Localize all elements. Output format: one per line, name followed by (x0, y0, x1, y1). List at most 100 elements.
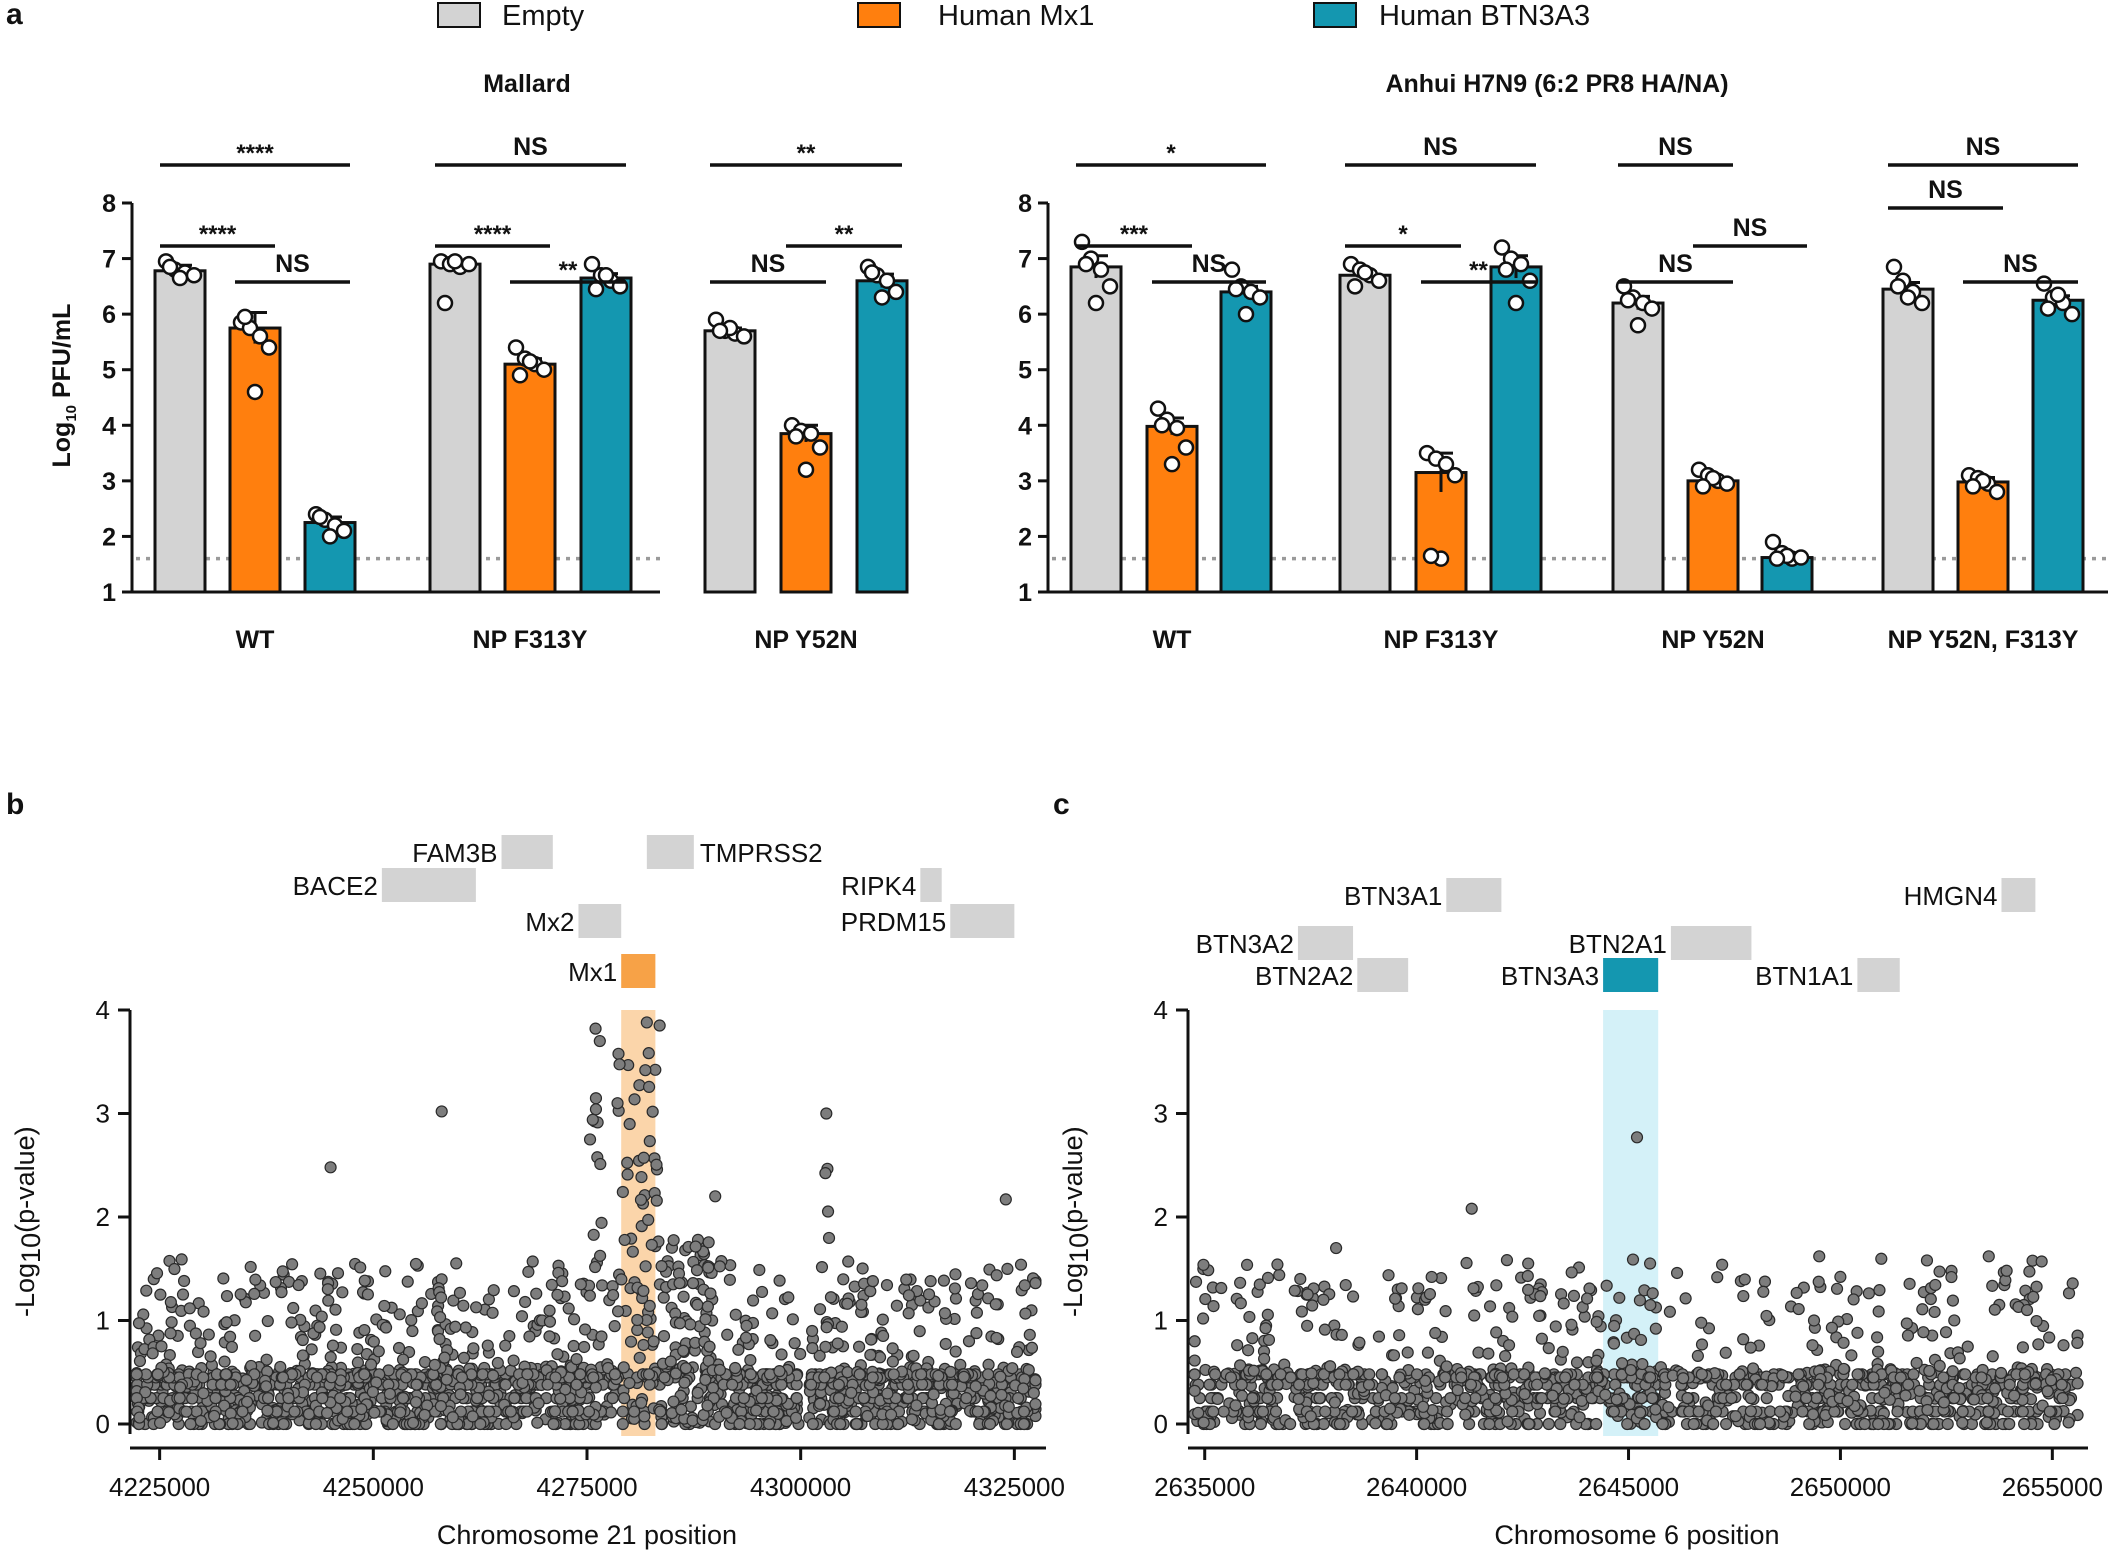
snp-point (220, 1316, 233, 1329)
bar (1219, 290, 1273, 594)
snp-point (944, 1365, 957, 1378)
snp-point (1953, 1382, 1966, 1395)
snp-point (589, 1381, 602, 1394)
snp-point (1729, 1410, 1742, 1423)
snp-point (1247, 1364, 1260, 1377)
snp-point (806, 1417, 819, 1431)
bar (1686, 479, 1740, 594)
y-tick-label: 0 (96, 1409, 110, 1439)
data-point (1163, 455, 1181, 473)
snp-point (1800, 1392, 1813, 1405)
snp-point (1246, 1332, 1259, 1345)
snp-point (1235, 1389, 1249, 1402)
snp-point (455, 1371, 468, 1384)
snp-point (593, 1034, 606, 1048)
bar (579, 276, 633, 594)
snp-point (1610, 1393, 1623, 1406)
bar (153, 269, 207, 594)
snp-point (1319, 1405, 1332, 1418)
snp-point (1235, 1378, 1248, 1391)
snp-point (623, 1376, 636, 1390)
snp-point (634, 1193, 648, 1206)
snp-point (244, 1260, 257, 1274)
bar (1611, 301, 1665, 594)
snp-point (321, 1406, 334, 1420)
data-point (1885, 258, 1903, 276)
snp-point (999, 1193, 1012, 1206)
snp-point (726, 1378, 739, 1391)
snp-point (2048, 1417, 2061, 1431)
snp-point (983, 1417, 997, 1431)
snp-point (1624, 1363, 1637, 1377)
snp-point (1014, 1258, 1028, 1271)
gene-label: BTN3A3 (1501, 961, 1599, 991)
snp-point (1891, 1405, 1904, 1418)
snp-point (618, 1392, 631, 1405)
snp-point (822, 1231, 836, 1245)
snp-point (949, 1345, 962, 1358)
snp-point (637, 1338, 650, 1352)
snp-point (275, 1286, 288, 1299)
snp-point (643, 1299, 656, 1313)
snp-point (186, 1392, 199, 1405)
snp-point (1224, 1371, 1238, 1384)
gene-box (2001, 878, 2036, 912)
snp-point (887, 1368, 900, 1381)
snp-point (1837, 1362, 1850, 1376)
snp-point (329, 1303, 342, 1316)
snp-point (701, 1399, 714, 1412)
snp-point (642, 1047, 655, 1060)
snp-point (1807, 1314, 1821, 1327)
snp-point (969, 1380, 982, 1393)
snp-point (773, 1274, 786, 1287)
snp-point (183, 1302, 196, 1315)
snp-point (1313, 1392, 1326, 1405)
snp-point (1441, 1417, 1454, 1431)
snp-point (1346, 1290, 1360, 1303)
data-point (1177, 439, 1195, 456)
snp-point (775, 1348, 788, 1361)
snp-point (549, 1371, 562, 1384)
snp-point (638, 1410, 651, 1423)
snp-point (1557, 1392, 1570, 1405)
snp-point (782, 1291, 795, 1304)
snp-point (866, 1371, 879, 1384)
snp-point (606, 1288, 620, 1302)
snp-point (2003, 1417, 2016, 1431)
snp-point (1756, 1378, 1769, 1391)
snp-point (2044, 1374, 2058, 1387)
snp-point (1395, 1282, 1408, 1295)
snp-point (1029, 1397, 1042, 1411)
snp-point (617, 1361, 630, 1374)
data-point (446, 253, 464, 270)
bar (855, 279, 909, 594)
snp-point (570, 1378, 583, 1391)
snp-point (499, 1378, 512, 1391)
data-point (1497, 261, 1515, 278)
data-point (1251, 289, 1269, 306)
gene-label: BTN3A1 (1344, 881, 1442, 911)
snp-point (902, 1307, 915, 1320)
snp-point (1464, 1378, 1478, 1391)
x-group-label: NP Y52N (1661, 626, 1764, 654)
data-point (185, 266, 203, 284)
snp-point (194, 1337, 207, 1350)
snp-point (1240, 1258, 1254, 1271)
snp-point (379, 1321, 393, 1334)
snp-point (155, 1340, 168, 1353)
snp-point (775, 1378, 788, 1391)
y-tick-label: 0 (1154, 1409, 1168, 1439)
snp-point (133, 1411, 146, 1424)
snp-point (1362, 1378, 1376, 1391)
y-tick-label: 3 (102, 468, 116, 496)
y-axis-label: -Log10(p-value) (1058, 1126, 1094, 1317)
snp-point (1412, 1282, 1425, 1295)
snp-point (2029, 1377, 2042, 1390)
snp-point (302, 1407, 316, 1421)
snp-point (438, 1351, 451, 1364)
snp-point (755, 1285, 769, 1299)
legend-label-btn3a3: Human BTN3A3 (1379, 0, 1590, 32)
snp-point (658, 1371, 671, 1384)
snp-point (551, 1288, 564, 1301)
snp-point (1234, 1276, 1247, 1289)
